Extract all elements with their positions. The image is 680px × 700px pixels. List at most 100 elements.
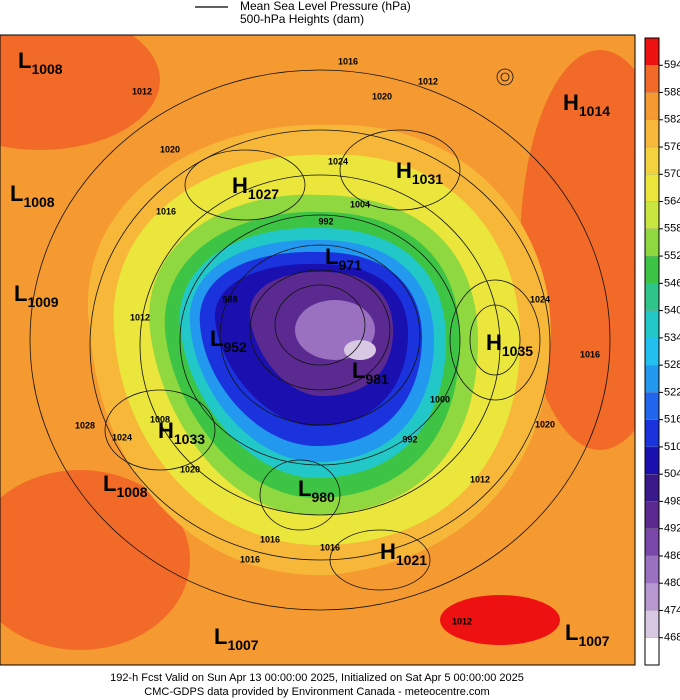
isobar bbox=[249, 269, 391, 391]
colorbar-label: 576 bbox=[664, 141, 680, 153]
center-pressure: 1027 bbox=[248, 186, 279, 202]
colorbar-label: 522 bbox=[664, 386, 680, 398]
colorbar-cell bbox=[644, 364, 660, 393]
center-type: H bbox=[563, 90, 579, 115]
colorbar-cell bbox=[644, 583, 660, 611]
colorbar-cell bbox=[644, 283, 660, 312]
colorbar-cell bbox=[644, 65, 660, 93]
colorbar-label: 564 bbox=[664, 195, 680, 207]
isobar-label: 1016 bbox=[260, 534, 280, 544]
isobar-label: 1016 bbox=[338, 56, 358, 66]
isobar bbox=[29, 69, 611, 611]
colorbar-label: 516 bbox=[664, 414, 680, 426]
colorbar-cell bbox=[644, 146, 660, 175]
isobar-label: 1012 bbox=[418, 76, 438, 86]
isobar bbox=[104, 389, 216, 471]
colorbar-cell bbox=[644, 119, 660, 148]
isobar-label: 1012 bbox=[470, 474, 490, 484]
pressure-center: L952 bbox=[210, 326, 247, 355]
colorbar-label: 474 bbox=[664, 604, 680, 616]
colorbar-label: 510 bbox=[664, 441, 680, 453]
pressure-center: L1008 bbox=[10, 181, 55, 210]
isobar-label: 1020 bbox=[160, 144, 180, 154]
height-field bbox=[440, 595, 560, 645]
isobar-label: 1020 bbox=[535, 419, 555, 429]
colorbar-cell bbox=[644, 501, 660, 530]
isobar bbox=[496, 68, 514, 86]
isobar-label: 1012 bbox=[130, 312, 150, 322]
colorbar-label: 534 bbox=[664, 332, 680, 344]
isobars bbox=[29, 68, 611, 611]
isobar bbox=[500, 72, 510, 82]
pressure-center: L1009 bbox=[14, 281, 59, 310]
pressure-center: L980 bbox=[298, 476, 335, 505]
center-pressure: 1007 bbox=[227, 637, 258, 653]
colorbar-frame bbox=[644, 37, 660, 666]
colorbar-label: 588 bbox=[664, 86, 680, 98]
center-pressure: 1031 bbox=[412, 171, 443, 187]
center-pressure: 1007 bbox=[578, 633, 609, 649]
legend-label: Mean Sea Level Pressure (hPa) bbox=[240, 0, 411, 13]
pressure-center: H1027 bbox=[232, 173, 279, 202]
isobar-label: 988 bbox=[222, 294, 237, 304]
pressure-center: H1035 bbox=[486, 330, 533, 359]
colorbar-cell bbox=[644, 446, 660, 475]
colorbar-label: 582 bbox=[664, 114, 680, 126]
isobar bbox=[139, 174, 501, 516]
footer: 192-h Fcst Valid on Sun Apr 13 00:00:00 … bbox=[110, 672, 524, 684]
colorbar-cell bbox=[644, 201, 660, 230]
center-pressure: 952 bbox=[223, 339, 247, 355]
colorbar-cell bbox=[644, 337, 660, 366]
colorbar-cell bbox=[644, 255, 660, 284]
center-type: L bbox=[210, 326, 223, 351]
pressure-center: H1033 bbox=[158, 418, 205, 447]
colorbar-label: 570 bbox=[664, 168, 680, 180]
isobar-label: 1016 bbox=[156, 206, 176, 216]
isobar-label: 1024 bbox=[112, 432, 132, 442]
isobar-label: 1024 bbox=[530, 294, 550, 304]
colorbar-cell bbox=[644, 92, 660, 121]
center-type: H bbox=[396, 158, 412, 183]
colorbar-label: 480 bbox=[664, 577, 680, 589]
colorbar-label: 552 bbox=[664, 250, 680, 262]
colorbar-label: 504 bbox=[664, 468, 680, 480]
height-field bbox=[344, 340, 376, 360]
colorbar-label: 546 bbox=[664, 277, 680, 289]
isobar bbox=[219, 244, 421, 426]
pressure-center: H1014 bbox=[563, 90, 610, 119]
map-frame bbox=[0, 34, 636, 666]
center-pressure: 1014 bbox=[579, 103, 610, 119]
colorbar-label: 492 bbox=[664, 523, 680, 535]
isobar bbox=[274, 284, 366, 366]
isobar-label: 1016 bbox=[240, 554, 260, 564]
center-pressure: 971 bbox=[338, 257, 362, 273]
isobar-label: 1012 bbox=[132, 86, 152, 96]
isobar bbox=[329, 529, 431, 591]
center-type: H bbox=[380, 539, 396, 564]
pressure-center: L1007 bbox=[214, 624, 259, 653]
colorbar-cell bbox=[644, 419, 660, 448]
colorbar-cell bbox=[644, 528, 660, 557]
center-pressure: 981 bbox=[365, 371, 389, 387]
center-pressure: 1008 bbox=[31, 61, 62, 77]
height-field bbox=[0, 35, 160, 150]
center-type: L bbox=[214, 624, 227, 649]
center-pressure: 1021 bbox=[396, 552, 427, 568]
isobar bbox=[184, 149, 306, 221]
colorbar-cell bbox=[644, 310, 660, 339]
pressure-center: L971 bbox=[325, 244, 362, 273]
isobar-label: 1012 bbox=[452, 616, 472, 626]
colorbar-cell bbox=[644, 392, 660, 421]
center-type: H bbox=[232, 173, 248, 198]
isobar-label: 1028 bbox=[75, 420, 95, 430]
center-type: L bbox=[103, 471, 116, 496]
legend-label: 500-hPa Heights (dam) bbox=[240, 12, 364, 26]
center-type: L bbox=[298, 476, 311, 501]
isobar-label: 1004 bbox=[350, 199, 370, 209]
colorbar-label: 486 bbox=[664, 550, 680, 562]
colorbar-label: 540 bbox=[664, 305, 680, 317]
colorbar-cell bbox=[644, 637, 660, 666]
colorbar: 594 588 582 576 570 564 558 552 546 540 534 528 522 5… bbox=[644, 37, 680, 666]
isobar bbox=[339, 129, 461, 211]
